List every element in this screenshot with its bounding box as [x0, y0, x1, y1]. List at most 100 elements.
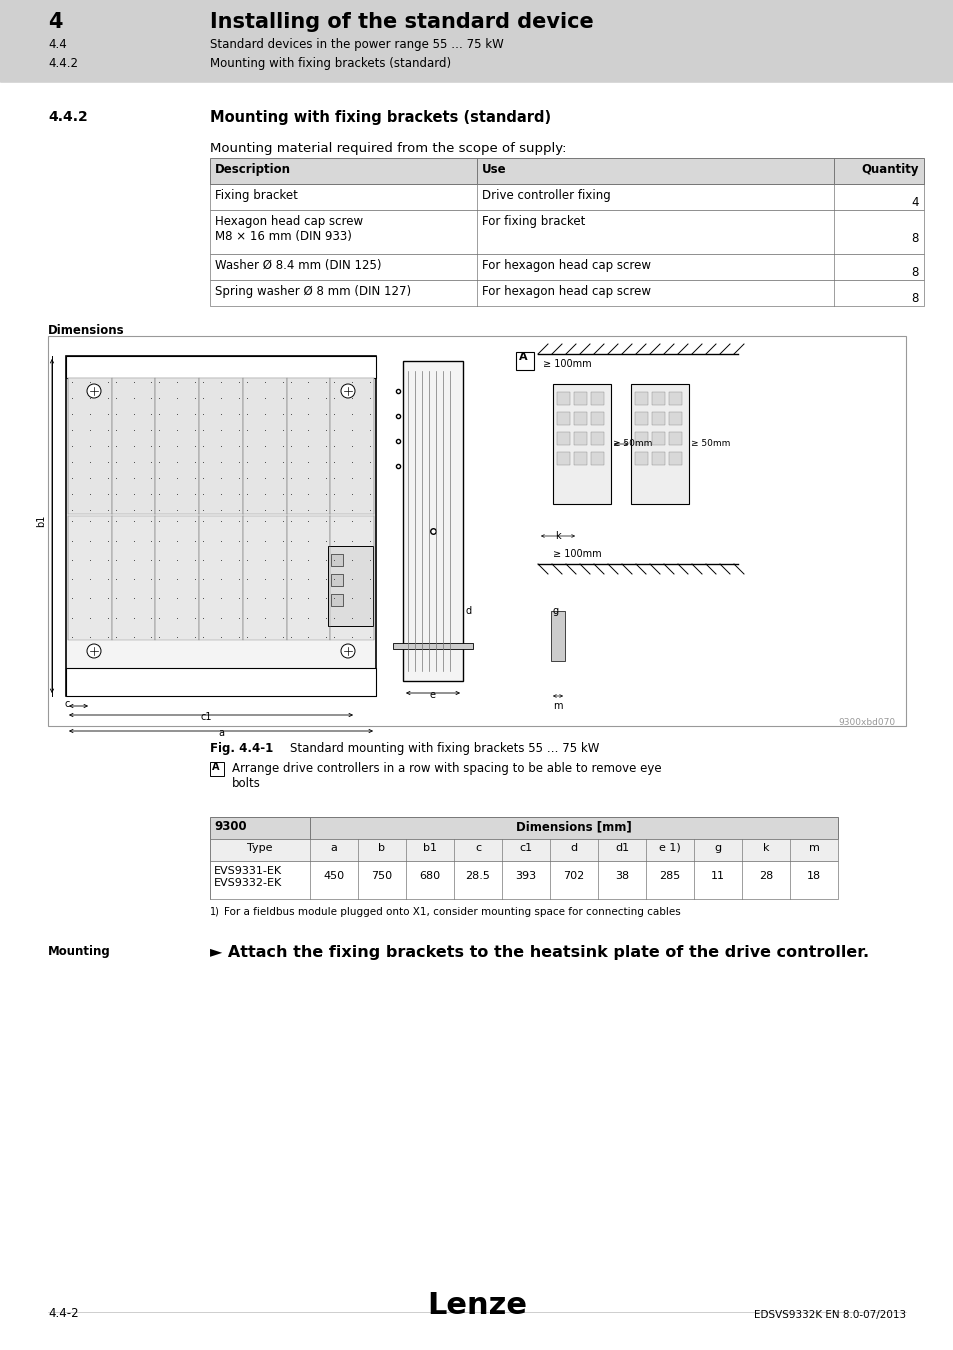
Bar: [210, 211, 923, 254]
Bar: [66, 356, 375, 378]
Bar: [668, 412, 681, 425]
Bar: [243, 516, 286, 640]
Text: k: k: [762, 842, 768, 853]
Bar: [557, 412, 569, 425]
Text: 8: 8: [911, 293, 918, 305]
Bar: [651, 412, 664, 425]
Text: 8: 8: [911, 231, 918, 244]
Text: ≥ 50mm: ≥ 50mm: [690, 439, 730, 448]
Text: 285: 285: [659, 871, 679, 882]
Text: Fig. 4.4-1: Fig. 4.4-1: [210, 743, 273, 755]
Bar: [516, 352, 534, 370]
Bar: [199, 378, 243, 514]
Bar: [635, 452, 647, 464]
Text: Dimensions [mm]: Dimensions [mm]: [516, 819, 631, 833]
Text: Lenze: Lenze: [427, 1291, 526, 1320]
Text: For fixing bracket: For fixing bracket: [481, 215, 585, 228]
Text: c: c: [65, 699, 71, 709]
Bar: [635, 392, 647, 405]
Bar: [210, 184, 923, 211]
Text: d: d: [570, 842, 577, 853]
Text: For hexagon head cap screw: For hexagon head cap screw: [481, 259, 650, 271]
Text: Washer Ø 8.4 mm (DIN 125): Washer Ø 8.4 mm (DIN 125): [214, 259, 381, 271]
Text: c1: c1: [200, 711, 212, 722]
Text: For a fieldbus module plugged onto X1, consider mounting space for connecting ca: For a fieldbus module plugged onto X1, c…: [224, 907, 680, 917]
Text: Quantity: Quantity: [861, 163, 918, 176]
Bar: [635, 412, 647, 425]
Bar: [668, 432, 681, 446]
Text: 4.4.2: 4.4.2: [48, 57, 78, 70]
Bar: [590, 452, 603, 464]
Bar: [574, 432, 586, 446]
Text: 38: 38: [615, 871, 628, 882]
Bar: [68, 516, 112, 640]
Bar: [331, 554, 343, 566]
Text: Type: Type: [247, 842, 273, 853]
Text: 28.5: 28.5: [465, 871, 490, 882]
Bar: [590, 432, 603, 446]
Text: Mounting: Mounting: [48, 945, 111, 958]
Bar: [210, 761, 224, 776]
Circle shape: [340, 383, 355, 398]
Bar: [243, 378, 286, 514]
Text: 4.4.2: 4.4.2: [48, 109, 88, 124]
Text: Description: Description: [214, 163, 291, 176]
Bar: [48, 336, 905, 726]
Text: 1): 1): [210, 907, 219, 917]
Text: A: A: [212, 761, 219, 772]
Bar: [557, 392, 569, 405]
Text: m: m: [808, 842, 819, 853]
Bar: [330, 378, 374, 514]
Bar: [668, 452, 681, 464]
Bar: [210, 254, 923, 279]
Text: Mounting with fixing brackets (standard): Mounting with fixing brackets (standard): [210, 109, 551, 126]
Text: ► Attach the fixing brackets to the heatsink plate of the drive controller.: ► Attach the fixing brackets to the heat…: [210, 945, 868, 960]
Bar: [574, 412, 586, 425]
Text: g: g: [553, 606, 558, 616]
Bar: [210, 817, 837, 838]
Bar: [0, 0, 953, 82]
Text: 4: 4: [48, 12, 63, 32]
Bar: [635, 432, 647, 446]
Text: Spring washer Ø 8 mm (DIN 127): Spring washer Ø 8 mm (DIN 127): [214, 285, 411, 298]
Bar: [66, 356, 375, 697]
Text: 8: 8: [911, 266, 918, 279]
Text: Use: Use: [481, 163, 506, 176]
Bar: [112, 516, 155, 640]
Circle shape: [87, 644, 101, 657]
Bar: [651, 452, 664, 464]
Text: m: m: [553, 701, 562, 711]
Text: 11: 11: [710, 871, 724, 882]
Text: 702: 702: [563, 871, 584, 882]
Text: Mounting material required from the scope of supply:: Mounting material required from the scop…: [210, 142, 566, 155]
Bar: [286, 516, 330, 640]
Text: 9300: 9300: [213, 819, 247, 833]
Bar: [551, 612, 564, 662]
Circle shape: [340, 644, 355, 657]
Bar: [651, 432, 664, 446]
Bar: [155, 516, 199, 640]
Text: Fixing bracket: Fixing bracket: [214, 189, 297, 202]
Text: k: k: [555, 531, 560, 541]
Bar: [331, 574, 343, 586]
Bar: [553, 383, 610, 504]
Text: d1: d1: [615, 842, 628, 853]
Text: 4.4-2: 4.4-2: [48, 1307, 78, 1320]
Text: ≥ 50mm: ≥ 50mm: [613, 439, 652, 448]
Bar: [210, 279, 923, 306]
Text: d: d: [465, 606, 472, 616]
Text: Arrange drive controllers in a row with spacing to be able to remove eye
bolts: Arrange drive controllers in a row with …: [232, 761, 661, 790]
Text: b1: b1: [36, 514, 46, 528]
Bar: [210, 838, 837, 861]
Bar: [210, 861, 837, 899]
Text: 28: 28: [758, 871, 772, 882]
Bar: [557, 452, 569, 464]
Text: 9300xbd070: 9300xbd070: [838, 718, 895, 728]
Bar: [112, 378, 155, 514]
Text: 750: 750: [371, 871, 392, 882]
Circle shape: [87, 383, 101, 398]
Bar: [574, 392, 586, 405]
Bar: [393, 643, 473, 649]
Text: a: a: [218, 728, 224, 738]
Bar: [68, 378, 112, 514]
